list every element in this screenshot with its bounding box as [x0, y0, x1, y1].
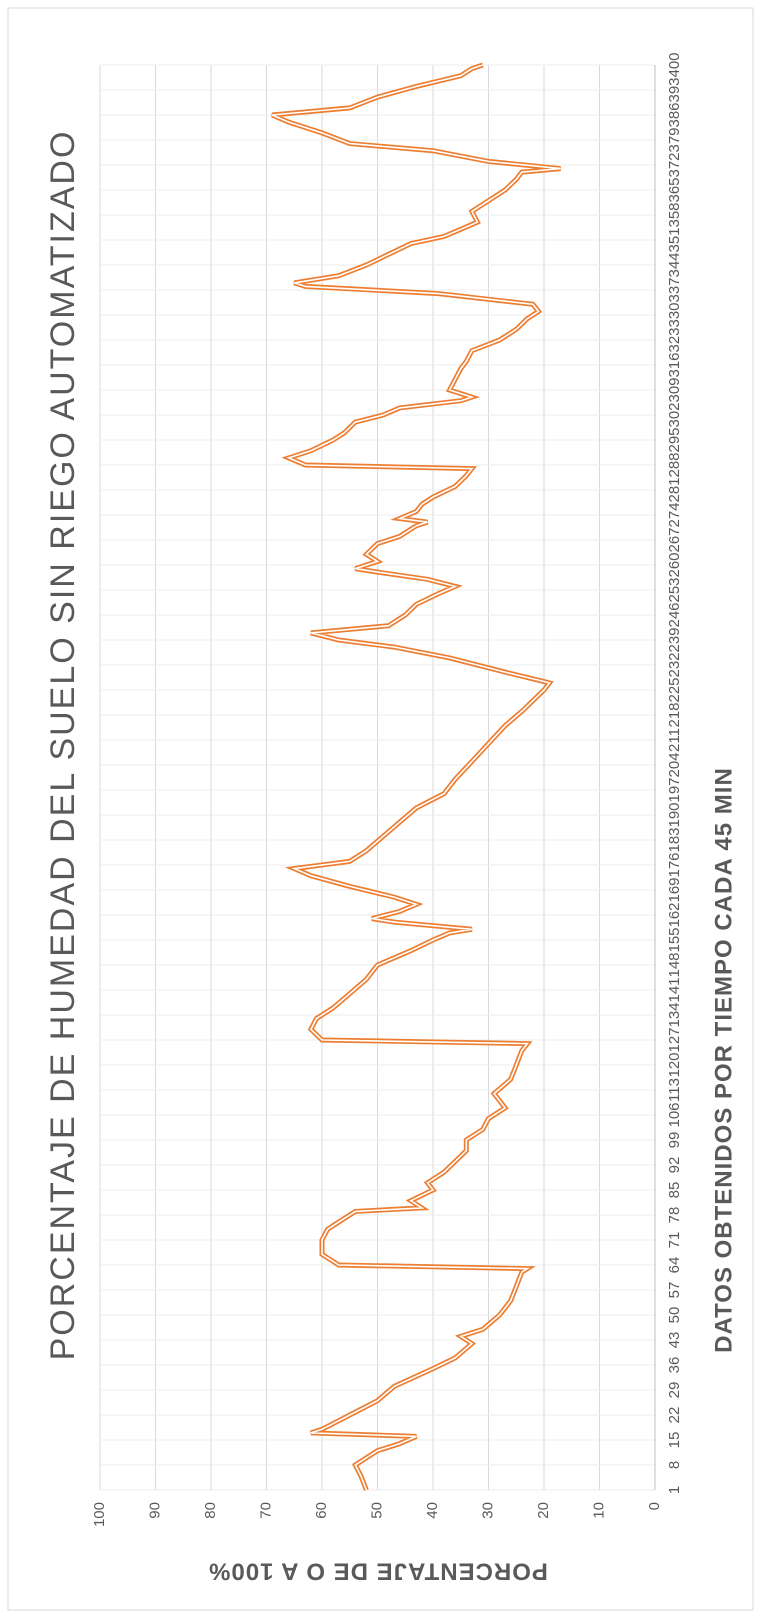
x-tick-label: 190	[666, 802, 683, 827]
y-tick-label: 80	[202, 1502, 219, 1519]
x-tick-label: 295	[666, 427, 683, 452]
y-tick-label: 50	[368, 1502, 385, 1519]
x-tick-label: 365	[666, 177, 683, 202]
x-tick-label: 337	[666, 277, 683, 302]
x-tick-label: 71	[666, 1232, 683, 1249]
x-tick-label: 400	[666, 52, 683, 77]
x-tick-label: 22	[666, 1407, 683, 1424]
y-tick-label: 10	[590, 1502, 607, 1519]
x-tick-label: 344	[666, 252, 683, 277]
rotated-chart: PORCENTAJE DE HUMEDAD DEL SUELO SIN RIEG…	[44, 52, 737, 1584]
x-tick-label: 99	[666, 1132, 683, 1149]
x-tick-label: 183	[666, 827, 683, 852]
x-tick-label: 288	[666, 452, 683, 477]
x-tick-label: 50	[666, 1307, 683, 1324]
x-tick-label: 309	[666, 377, 683, 402]
chart-title: PORCENTAJE DE HUMEDAD DEL SUELO SIN RIEG…	[44, 130, 82, 1361]
x-tick-label: 351	[666, 227, 683, 252]
x-tick-label: 176	[666, 852, 683, 877]
x-tick-label: 29	[666, 1382, 683, 1399]
x-tick-label: 43	[666, 1332, 683, 1349]
x-tick-label: 120	[666, 1052, 683, 1077]
y-tick-label: 90	[146, 1502, 163, 1519]
x-tick-label: 393	[666, 77, 683, 102]
y-tick-label: 60	[313, 1502, 330, 1519]
x-tick-label: 85	[666, 1182, 683, 1199]
y-tick-label: 100	[91, 1502, 108, 1527]
x-tick-label: 330	[666, 302, 683, 327]
x-tick-label: 162	[666, 902, 683, 927]
y-tick-label: 20	[535, 1502, 552, 1519]
x-tick-label: 302	[666, 402, 683, 427]
x-tick-label: 92	[666, 1157, 683, 1174]
x-tick-label: 246	[666, 602, 683, 627]
x-tick-label: 15	[666, 1432, 683, 1449]
y-tick-label: 30	[479, 1502, 496, 1519]
x-tick-label: 155	[666, 927, 683, 952]
x-tick-label: 36	[666, 1357, 683, 1374]
x-tick-label: 78	[666, 1207, 683, 1224]
x-tick-label: 169	[666, 877, 683, 902]
x-tick-label: 141	[666, 977, 683, 1002]
x-tick-label: 57	[666, 1282, 683, 1299]
x-tick-label: 358	[666, 202, 683, 227]
x-tick-label: 113	[666, 1078, 683, 1102]
y-tick-label: 70	[257, 1502, 274, 1519]
x-tick-label: 316	[666, 352, 683, 377]
x-tick-label: 267	[666, 527, 683, 552]
chart-border	[7, 7, 754, 1611]
x-tick-label: 386	[666, 102, 683, 127]
x-tick-label: 225	[666, 677, 683, 702]
y-axis-title: PORCENTAJE DE O A 100%	[208, 1558, 548, 1585]
x-tick-label: 106	[666, 1102, 683, 1127]
x-tick-label: 204	[666, 752, 683, 777]
x-tick-label: 1	[666, 1486, 683, 1494]
x-tick-label: 148	[666, 952, 683, 977]
x-tick-label: 281	[666, 477, 683, 502]
series-line-inner	[271, 64, 561, 1491]
x-tick-label: 211	[666, 728, 683, 752]
x-tick-label: 8	[666, 1461, 683, 1469]
x-tick-label: 253	[666, 577, 683, 602]
x-tick-label: 323	[666, 327, 683, 352]
x-tick-label: 260	[666, 552, 683, 577]
x-tick-label: 134	[666, 1002, 683, 1027]
x-tick-label: 379	[666, 127, 683, 152]
x-tick-label: 274	[666, 502, 683, 527]
x-tick-label: 372	[666, 152, 683, 177]
x-tick-label: 127	[666, 1027, 683, 1052]
x-axis-title: DATOS OBTENIDOS POR TIEMPO CADA 45 MIN	[710, 767, 737, 1353]
x-tick-label: 64	[666, 1257, 683, 1274]
x-tick-label: 239	[666, 627, 683, 652]
y-tick-label: 40	[424, 1502, 441, 1519]
x-tick-label: 232	[666, 652, 683, 677]
x-tick-label: 197	[666, 777, 683, 802]
y-tick-label: 0	[646, 1502, 663, 1510]
x-tick-label: 218	[666, 702, 683, 727]
